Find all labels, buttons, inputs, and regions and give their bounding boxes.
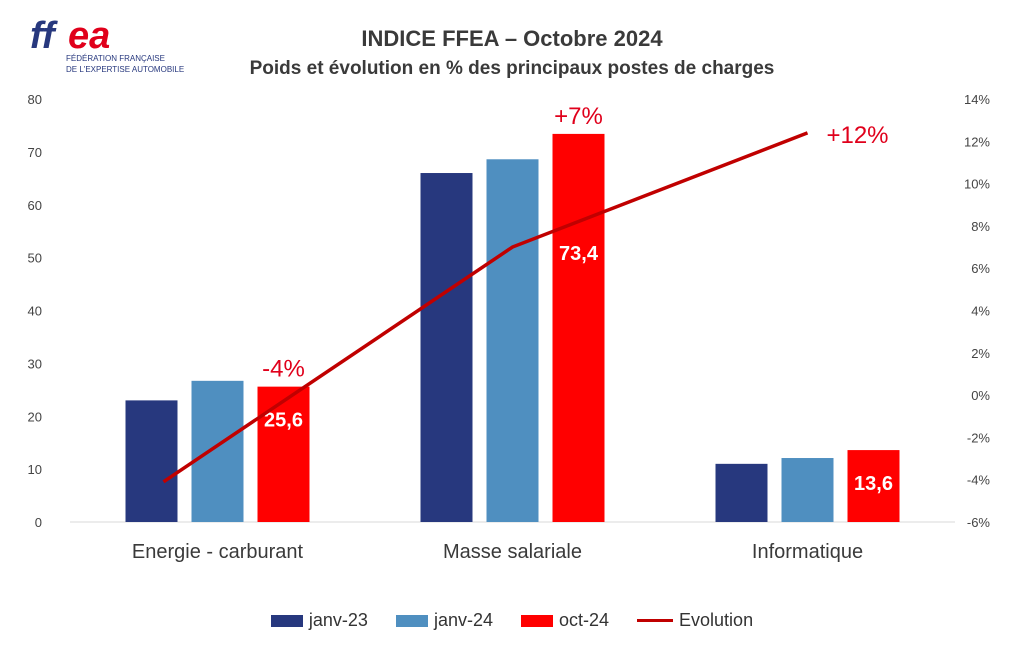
svg-text:ea: ea xyxy=(68,15,110,57)
y-tick-label: 0 xyxy=(35,515,42,530)
evolution-annotation: -4% xyxy=(262,356,305,383)
legend-swatch-janv24 xyxy=(395,614,428,627)
y-tick-label: 30 xyxy=(28,356,42,371)
bar-janv-24 xyxy=(486,159,539,522)
bar-janv-23 xyxy=(420,173,473,522)
legend-item-evolution: Evolution xyxy=(637,610,753,631)
x-tick-label: Energie - carburant xyxy=(132,541,304,563)
bar-oct-24 xyxy=(257,386,310,522)
chart-subtitle: Poids et évolution en % des principaux p… xyxy=(249,58,775,79)
y2-tick-label: 14% xyxy=(964,92,990,107)
legend-item-janv23: janv-23 xyxy=(270,610,368,631)
y2-tick-label: 8% xyxy=(971,219,990,234)
ffea-logo: ff ea FÉDÉRATION FRANÇAISE DE L'EXPERTIS… xyxy=(28,10,198,80)
y-tick-label: 60 xyxy=(28,198,42,213)
bar-janv-24 xyxy=(191,380,244,522)
y-tick-label: 40 xyxy=(28,304,42,319)
bar-oct-24 xyxy=(847,450,900,522)
data-label: 25,6 xyxy=(264,410,303,432)
y2-tick-label: -4% xyxy=(967,473,991,488)
evolution-line xyxy=(162,131,809,484)
legend-item-janv24: janv-24 xyxy=(395,610,493,631)
evolution-annotation: +12% xyxy=(826,122,888,149)
data-label: 13,6 xyxy=(854,473,893,495)
legend-label-oct24: oct-24 xyxy=(559,610,610,630)
logo-line2: DE L'EXPERTISE AUTOMOBILE xyxy=(66,65,184,74)
y2-tick-label: 4% xyxy=(971,304,990,319)
y-tick-label: 80 xyxy=(28,92,42,107)
y2-tick-label: 12% xyxy=(964,134,990,149)
y-tick-label: 20 xyxy=(28,409,42,424)
data-label: 73,4 xyxy=(559,243,599,265)
y2-tick-label: 10% xyxy=(964,177,990,192)
legend-label-janv24: janv-24 xyxy=(433,610,493,630)
y-tick-label: 50 xyxy=(28,251,42,266)
bar-janv-23 xyxy=(125,400,178,522)
y2-tick-label: 0% xyxy=(971,388,990,403)
legend-swatch-janv23 xyxy=(270,614,303,627)
y2-tick-label: 6% xyxy=(971,261,990,276)
y2-tick-label: -2% xyxy=(967,430,991,445)
y-tick-label: 10 xyxy=(28,462,42,477)
legend-item-oct24: oct-24 xyxy=(521,610,609,631)
legend-swatch-evolution xyxy=(637,619,674,622)
svg-text:ff: ff xyxy=(30,15,58,57)
bar-janv-23 xyxy=(715,463,768,522)
logo-line1: FÉDÉRATION FRANÇAISE xyxy=(66,54,165,63)
chart-plot: 0 10 20 30 40 50 60 70 80 -6% -4% -2% 0% 2% 4% 6% 8% 10% 1… xyxy=(28,92,991,563)
legend-label-janv23: janv-23 xyxy=(308,610,368,630)
bar-oct-24 xyxy=(552,133,605,522)
bar-janv-24 xyxy=(781,458,834,522)
y-tick-label: 70 xyxy=(28,145,42,160)
chart-title: INDICE FFEA – Octobre 2024 xyxy=(361,26,663,51)
legend-label-evolution: Evolution xyxy=(679,610,754,630)
evolution-annotation: +7% xyxy=(554,103,603,130)
x-tick-label: Masse salariale xyxy=(443,541,582,563)
x-tick-label: Informatique xyxy=(752,541,863,563)
legend-swatch-oct24 xyxy=(521,614,553,627)
y2-tick-label: -6% xyxy=(967,515,991,530)
legend: janv-23 janv-24 oct-24 Evolution xyxy=(0,610,1024,631)
y2-tick-label: 2% xyxy=(971,346,990,361)
